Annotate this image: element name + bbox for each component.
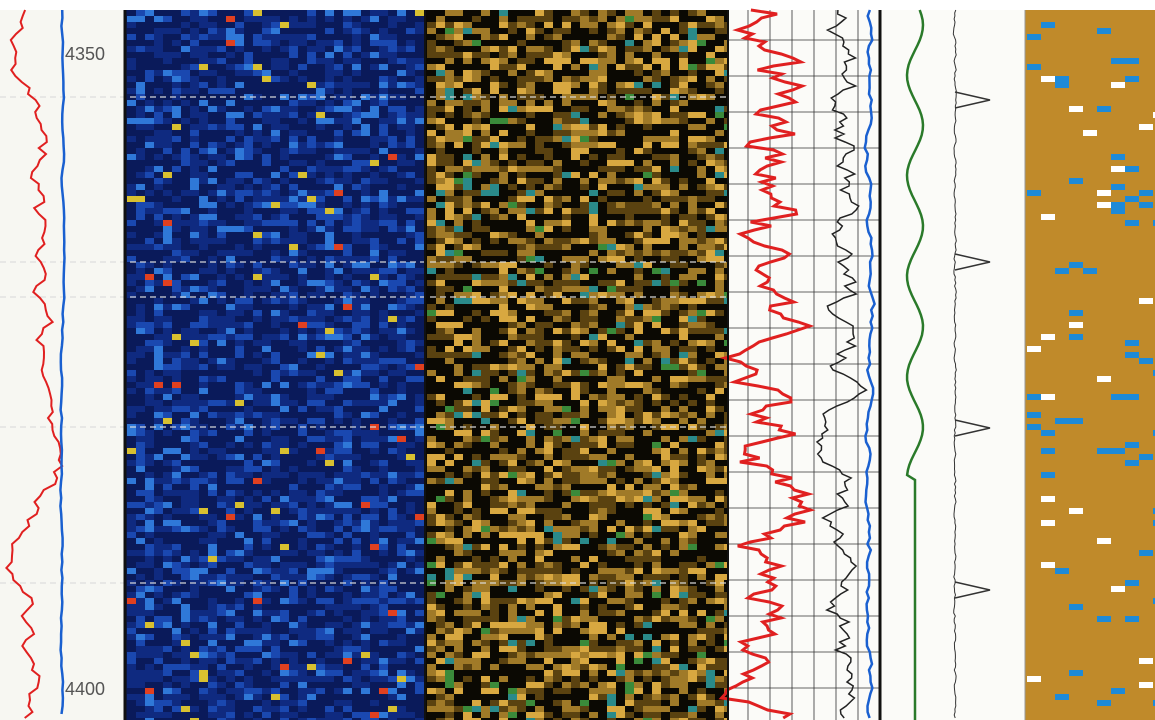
- image-cells: [427, 10, 727, 720]
- spike: [954, 419, 991, 437]
- image-cells: [427, 10, 727, 720]
- spike-curve: [952, 9, 957, 719]
- spike: [954, 253, 991, 271]
- image-cells: [127, 10, 424, 720]
- track-5: [880, 10, 1025, 720]
- porosity-curve: [815, 9, 868, 719]
- image-cells: [427, 16, 727, 720]
- log-traces: [0, 8, 1155, 720]
- track-4: [728, 10, 880, 720]
- spike: [954, 581, 991, 599]
- image-cells: [427, 10, 727, 720]
- image-cells: [427, 10, 727, 720]
- density-curve: [59, 9, 66, 715]
- depth-label: 4350: [65, 44, 105, 64]
- gamma-ray-curve: [5, 9, 64, 719]
- image-cells: [1027, 10, 1155, 720]
- image-cells: [1027, 10, 1155, 720]
- image-cells: [127, 10, 424, 720]
- resistivity-curve: [718, 8, 816, 720]
- sonic-curve: [863, 9, 876, 719]
- depth-label: 4400: [65, 679, 105, 699]
- caliper-curve: [905, 9, 925, 720]
- image-cells: [127, 10, 424, 720]
- spike: [954, 91, 991, 109]
